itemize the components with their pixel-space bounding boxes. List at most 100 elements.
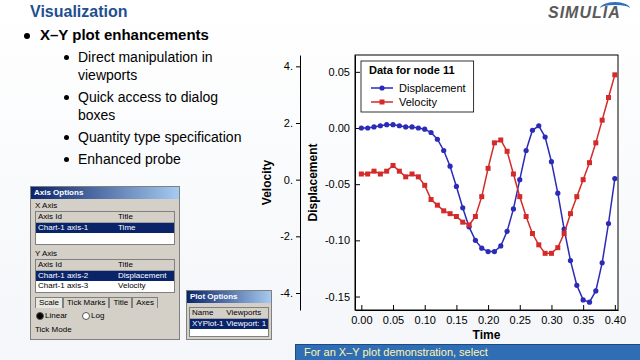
marker xyxy=(549,251,554,256)
marker xyxy=(365,172,370,177)
y2-tick-mark xyxy=(296,123,300,124)
table-header: Axis IdTitle xyxy=(36,260,174,271)
marker xyxy=(485,249,490,254)
x-tick-label: 0.40 xyxy=(605,314,626,326)
y2-tick-label: -2. xyxy=(280,230,293,242)
marker xyxy=(536,123,541,128)
option-label: Tick Mode xyxy=(35,325,72,334)
legend-swatch xyxy=(380,100,385,105)
y-tick: 0.05 xyxy=(329,66,360,78)
marker xyxy=(390,122,395,127)
y2-tick: 4. xyxy=(284,60,300,72)
x-tick-label: 0.00 xyxy=(351,314,372,326)
y2-tick-label: 2. xyxy=(284,117,293,129)
marker xyxy=(587,160,592,165)
marker xyxy=(371,124,376,129)
bullet-list: Direct manipulation in viewportsQuick ac… xyxy=(62,48,262,172)
marker xyxy=(511,206,516,211)
tab-row: ScaleTick MarksTitleAxes xyxy=(35,297,158,308)
dialog-title: Axis Options xyxy=(31,187,179,199)
bullet-dot xyxy=(64,55,69,60)
axis-options-dialog: Axis OptionsX AxisAxis IdTitleChart-1 ax… xyxy=(30,186,180,340)
y2-tick: -4. xyxy=(280,287,300,299)
y-tick: 0.00 xyxy=(329,122,360,134)
radio xyxy=(82,312,90,320)
slide-title: Visualization xyxy=(30,3,128,21)
table-cell: Chart-1 axis-1 xyxy=(36,223,116,233)
marker xyxy=(543,134,548,139)
y2-tick-label: 4. xyxy=(284,60,293,72)
marker xyxy=(600,260,605,265)
marker xyxy=(441,208,446,213)
marker xyxy=(479,246,484,251)
y2-tick-mark xyxy=(296,293,300,294)
y-axis: 0.050.00-0.05-0.10-0.15 xyxy=(325,56,360,311)
marker xyxy=(568,211,573,216)
marker xyxy=(403,124,408,129)
marker xyxy=(581,177,586,182)
marker xyxy=(492,140,497,145)
x-tick: 0.30 xyxy=(541,305,562,326)
marker xyxy=(517,194,522,199)
x-tick: 0.35 xyxy=(573,305,594,326)
footer-box: For an X–Y plot demonstration, select xyxy=(295,344,640,360)
marker xyxy=(435,137,440,142)
marker xyxy=(593,288,598,293)
y-tick-label: 0.00 xyxy=(329,122,350,134)
y2-tick-mark xyxy=(296,66,300,67)
bullet-text: Enhanced probe xyxy=(78,150,253,168)
y2-tick-mark xyxy=(296,236,300,237)
marker xyxy=(555,245,560,250)
bullet-item: Quantity type specification xyxy=(62,128,262,146)
section-label: Y Axis xyxy=(35,249,57,258)
x-axis-line xyxy=(356,310,619,311)
marker xyxy=(549,159,554,164)
y2-tick: 2. xyxy=(284,117,300,129)
marker xyxy=(397,123,402,128)
x-tick-mark xyxy=(425,305,426,310)
y-tick: -0.15 xyxy=(325,291,360,303)
y-axis-title: Displacement xyxy=(306,143,320,221)
dialog-table: NameViewportsXYPlot-1Viewport: 1 xyxy=(189,307,269,337)
marker xyxy=(378,123,383,128)
y2-tick-label: -4. xyxy=(280,287,293,299)
column-head: Title xyxy=(116,260,174,270)
y-tick-label: 0.05 xyxy=(329,66,350,78)
y-axis-line xyxy=(355,56,356,311)
marker xyxy=(511,172,516,177)
marker xyxy=(504,229,509,234)
y2-axis: 4. 2. 0. -2. -4. xyxy=(280,56,300,311)
marker xyxy=(543,251,548,256)
y-tick-label: -0.15 xyxy=(325,291,350,303)
table-cell: Viewport: 1 xyxy=(224,319,268,329)
marker xyxy=(555,191,560,196)
marker xyxy=(593,140,598,145)
marker xyxy=(498,138,503,143)
marker xyxy=(460,220,465,225)
marker xyxy=(498,243,503,248)
marker xyxy=(429,197,434,202)
section-label: X Axis xyxy=(35,201,57,210)
bullet-text: Direct manipulation in viewports xyxy=(78,48,253,84)
logo: SIMULIA xyxy=(548,4,621,22)
y2-tick-mark xyxy=(296,180,300,181)
x-tick-mark xyxy=(393,305,394,310)
bullet-item: Direct manipulation in viewports xyxy=(62,48,262,84)
legend-label: Velocity xyxy=(399,96,437,108)
marker xyxy=(384,122,389,127)
x-tick-mark xyxy=(520,305,521,310)
table-header: NameViewports xyxy=(190,308,268,319)
dialog-table: Axis IdTitleChart-1 axis-1Time xyxy=(35,211,175,245)
marker xyxy=(479,194,484,199)
marker xyxy=(612,176,617,181)
y-tick: -0.05 xyxy=(325,178,360,190)
y2-axis-line xyxy=(300,56,301,311)
marker xyxy=(441,148,446,153)
y-tick-label: -0.05 xyxy=(325,178,350,190)
x-tick-label: 0.15 xyxy=(446,314,467,326)
marker xyxy=(454,184,459,189)
y2-tick: 0. xyxy=(284,174,300,186)
y2-tick: -2. xyxy=(280,230,300,242)
marker xyxy=(428,130,433,135)
table-cell: Chart-1 axis-3 xyxy=(36,281,116,291)
